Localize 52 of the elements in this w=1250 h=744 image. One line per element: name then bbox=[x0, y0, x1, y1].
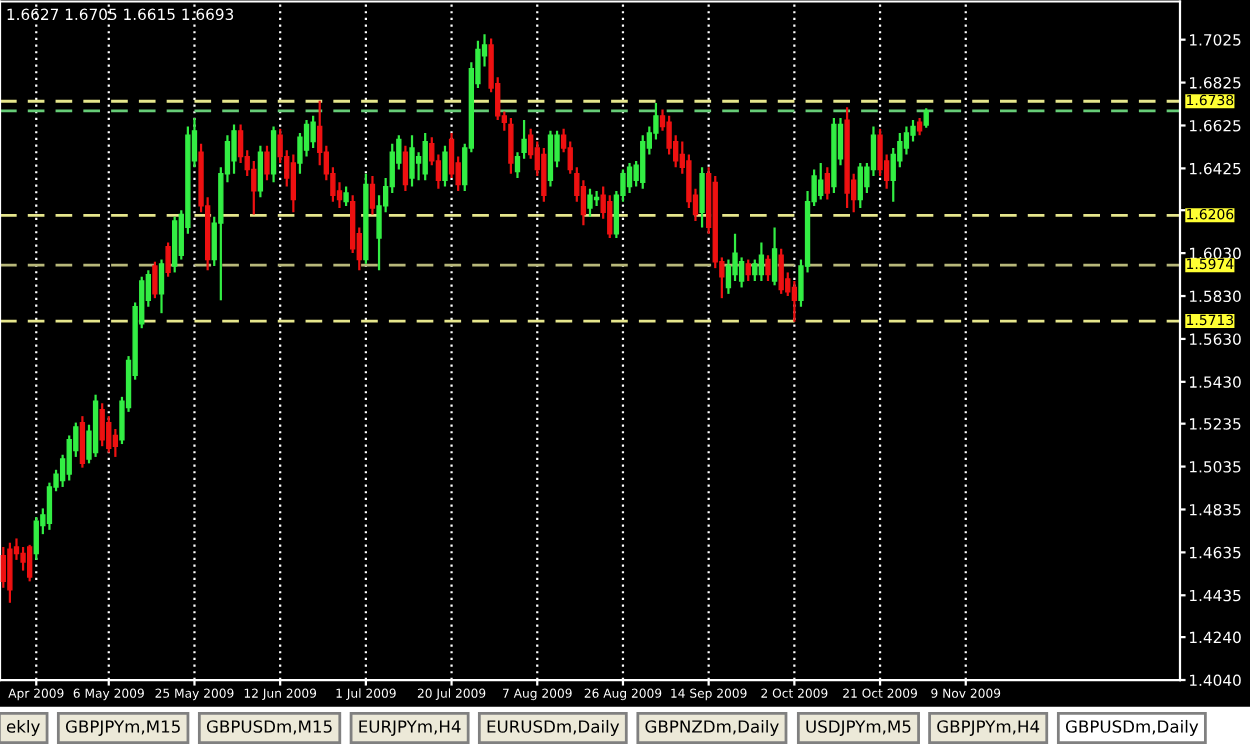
candlestick bbox=[640, 134, 646, 190]
text: GBPJPYm,M15 bbox=[65, 720, 180, 736]
candlestick bbox=[547, 129, 554, 188]
candlestick bbox=[33, 515, 39, 561]
candlestick bbox=[112, 427, 119, 459]
text: GBPUSDm,M15 bbox=[206, 720, 332, 735]
candlestick bbox=[607, 194, 613, 240]
candlestick bbox=[20, 545, 26, 572]
candlestick bbox=[818, 161, 824, 201]
text: EURJPYm,H4 bbox=[359, 720, 461, 736]
candlestick bbox=[824, 166, 830, 201]
candlestick bbox=[7, 541, 13, 604]
text: USDJPYm,M5 bbox=[806, 720, 911, 736]
candlestick bbox=[541, 146, 547, 203]
text: GBPNZDm,Daily bbox=[645, 719, 779, 737]
candlestick bbox=[587, 187, 593, 218]
candlestick bbox=[26, 543, 33, 583]
candlestick bbox=[422, 131, 428, 182]
candlestick bbox=[752, 258, 758, 283]
candlestick bbox=[343, 185, 349, 208]
candlestick bbox=[290, 153, 297, 214]
text: EURUSDm,Daily bbox=[487, 719, 620, 737]
candlestick bbox=[699, 166, 705, 229]
candlestick bbox=[257, 144, 264, 199]
candlestick bbox=[270, 125, 277, 184]
text: GBPJPYm,H4 bbox=[937, 720, 1040, 736]
candlestick bbox=[264, 144, 270, 182]
candlestick bbox=[369, 174, 376, 216]
candlestick bbox=[508, 116, 514, 175]
candlestick bbox=[771, 226, 778, 287]
candlestick bbox=[778, 247, 784, 295]
candlestick bbox=[765, 254, 771, 283]
candlestick bbox=[0, 545, 6, 589]
candlestick bbox=[442, 144, 448, 188]
candlestick bbox=[172, 215, 178, 274]
candlestick bbox=[745, 258, 751, 283]
candlestick bbox=[99, 402, 105, 448]
candlestick bbox=[626, 161, 633, 195]
candlestick bbox=[165, 241, 171, 278]
candlestick bbox=[923, 107, 929, 129]
candlestick bbox=[857, 161, 863, 210]
text: ekly bbox=[6, 719, 40, 737]
text: GBPUSDm,Daily bbox=[1065, 719, 1199, 737]
candlestick bbox=[158, 258, 165, 315]
candlestick bbox=[791, 279, 798, 323]
candlestick bbox=[409, 134, 415, 188]
candlestick bbox=[402, 144, 409, 193]
candlestick bbox=[758, 241, 765, 283]
candlestick bbox=[231, 123, 237, 175]
candlestick bbox=[152, 260, 158, 300]
candlestick bbox=[310, 114, 316, 150]
candlestick bbox=[79, 415, 86, 469]
